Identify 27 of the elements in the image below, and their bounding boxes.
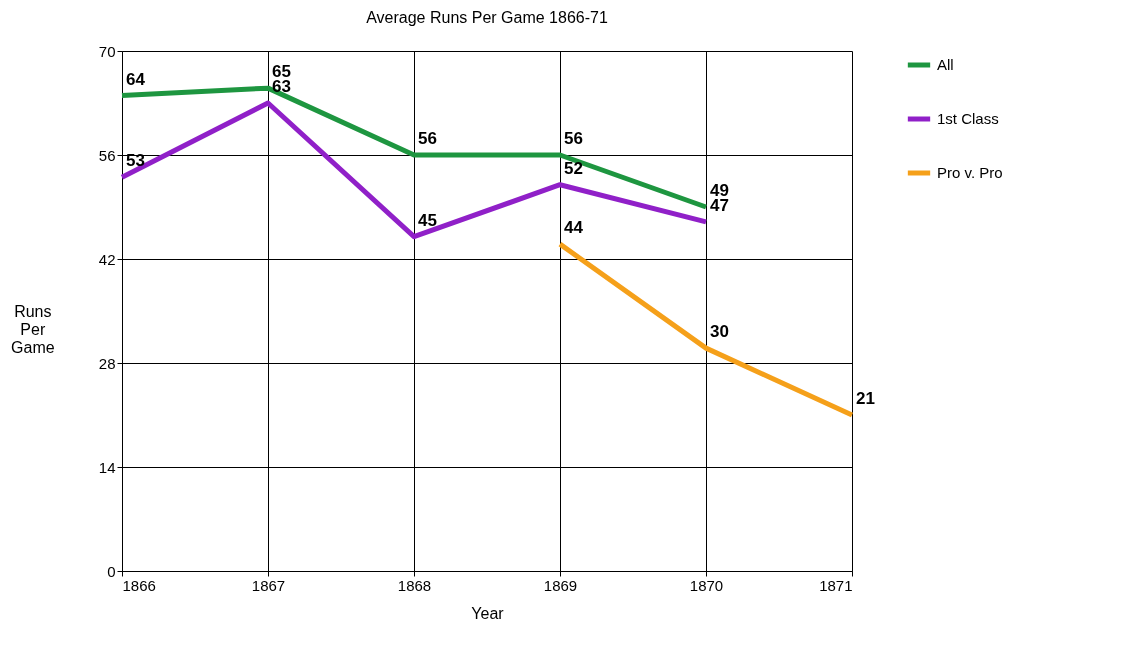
x-tick-label: 1870 xyxy=(689,576,724,594)
x-axis-title: Year xyxy=(471,604,505,622)
data-label: 64 xyxy=(126,69,146,89)
y-tick-label: 56 xyxy=(98,146,116,164)
y-tick-label: 28 xyxy=(98,354,116,372)
y-tick-label: 42 xyxy=(98,250,116,268)
data-label: 21 xyxy=(856,389,875,408)
x-tick-label: 1867 xyxy=(251,576,286,594)
x-tick-label: 1866 xyxy=(122,576,156,594)
data-label: 56 xyxy=(418,129,437,148)
legend-label: 1st Class xyxy=(937,110,999,127)
data-label: 56 xyxy=(564,129,583,148)
x-tick-label: 1869 xyxy=(543,576,578,594)
y-tick-label: 70 xyxy=(98,42,116,60)
data-label: 44 xyxy=(564,218,584,238)
x-tick-label: 1871 xyxy=(819,576,853,594)
y-tick-label: 14 xyxy=(98,458,116,476)
data-label: 52 xyxy=(564,158,583,178)
x-tick-label: 1868 xyxy=(397,576,432,594)
y-axis-title: Runs Per Game xyxy=(11,302,55,356)
data-label: 30 xyxy=(710,322,729,342)
data-label: 45 xyxy=(418,210,437,230)
legend-label: Pro v. Pro xyxy=(937,164,1003,181)
y-tick-label: 0 xyxy=(107,562,116,580)
legend-label: All xyxy=(937,56,954,73)
data-label: 63 xyxy=(272,77,291,96)
chart-title: Average Runs Per Game 1866-71 xyxy=(366,9,608,26)
